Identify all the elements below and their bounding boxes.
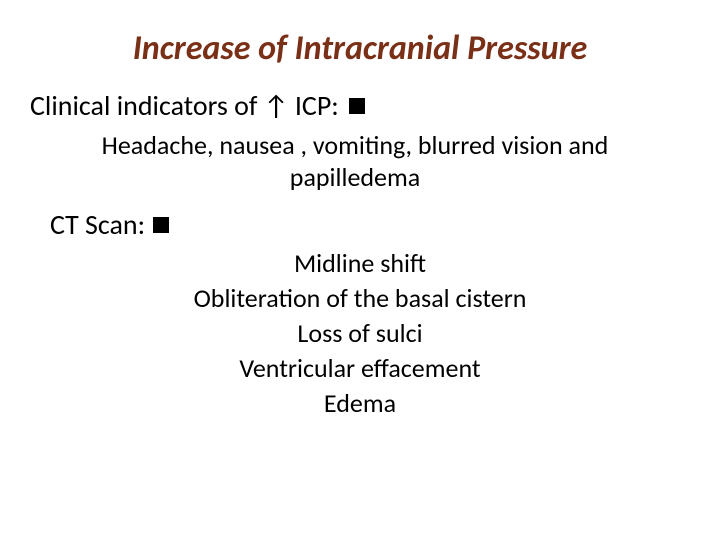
square-bullet-icon: [349, 98, 365, 114]
list-item: Loss of sulci: [30, 316, 690, 351]
clinical-label-prefix: Clinical indicators of: [30, 89, 257, 123]
clinical-label-suffix: ICP:: [295, 89, 339, 123]
list-item: Ventricular effacement: [30, 351, 690, 386]
up-arrow-icon: ↑: [263, 89, 288, 123]
square-bullet-icon: [153, 217, 169, 233]
ctscan-label: CT Scan:: [50, 208, 145, 242]
list-item: Midline shift: [30, 246, 690, 281]
list-item: Obliteration of the basal cistern: [30, 281, 690, 316]
clinical-body-text: Headache, nausea , vomiting, blurred vis…: [30, 129, 690, 194]
ctscan-list: Midline shift Obliteration of the basal …: [30, 246, 690, 421]
slide-title: Increase of Intracranial Pressure: [30, 30, 690, 67]
section-ctscan-heading: CT Scan:: [50, 208, 690, 242]
section-clinical-heading: Clinical indicators of ↑ ICP:: [30, 89, 690, 123]
slide-container: Increase of Intracranial Pressure Clinic…: [0, 0, 720, 540]
list-item: Edema: [30, 386, 690, 421]
